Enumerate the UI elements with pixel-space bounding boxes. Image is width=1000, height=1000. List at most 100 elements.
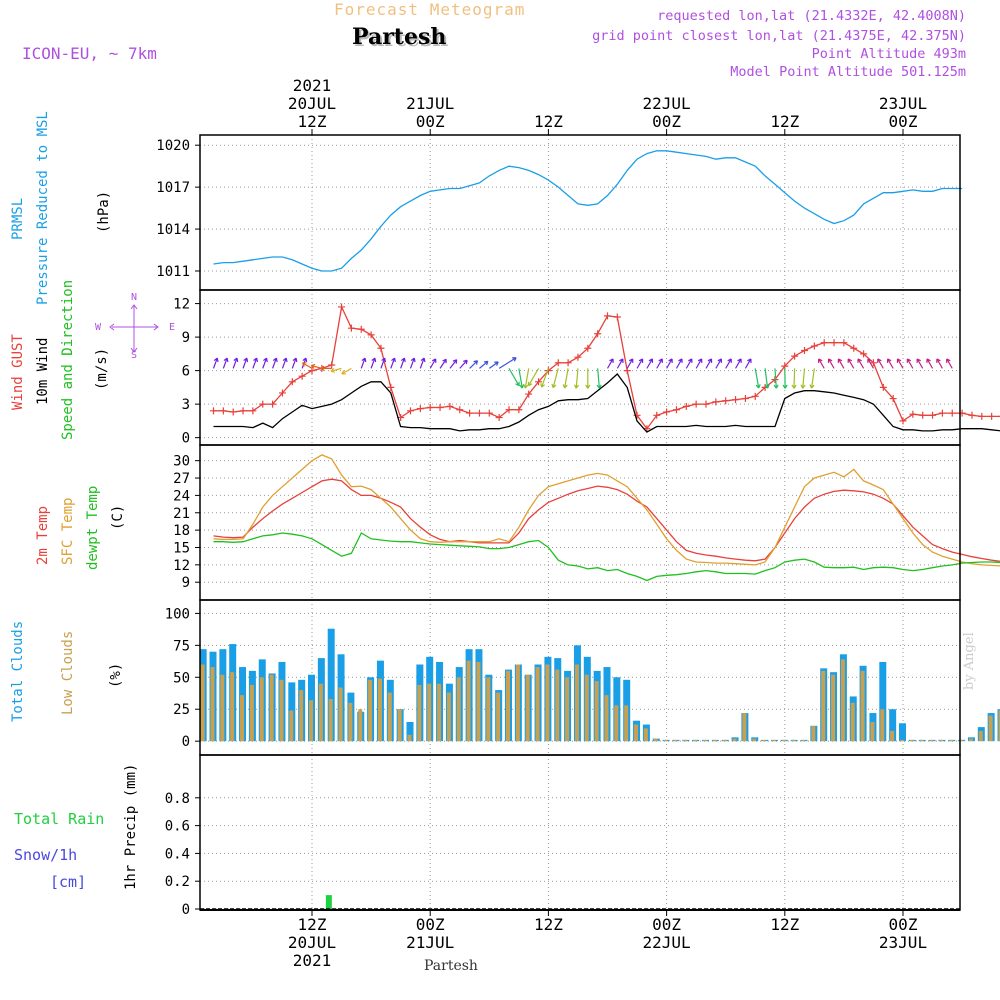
gust-marker <box>653 411 661 419</box>
wind-arrow <box>409 357 416 369</box>
low-cloud-bar <box>840 659 845 742</box>
low-cloud-bar <box>781 739 786 742</box>
wind-arrow <box>791 368 797 389</box>
total-cloud-bar <box>406 722 414 742</box>
low-cloud-bar <box>732 738 737 742</box>
dewpt-label: dewpt Temp <box>85 486 101 570</box>
x-axis-bottom-label: 12Z <box>298 915 327 934</box>
low-cloud-bar <box>870 722 875 742</box>
low-cloud-bar <box>496 692 501 742</box>
wind-arrow <box>685 358 693 369</box>
wind-arrow <box>596 368 602 389</box>
gust-marker <box>889 395 897 403</box>
gust-marker <box>298 372 306 380</box>
low-cloud-bar <box>476 661 481 742</box>
wind-arrow <box>380 357 387 369</box>
gust-marker <box>919 411 927 419</box>
gust-marker <box>338 303 346 311</box>
gust-marker <box>456 406 464 414</box>
wind-arrow <box>906 358 914 369</box>
low-cloud-bar <box>801 739 806 742</box>
wind-arrow <box>390 357 396 369</box>
gust-marker <box>269 400 277 408</box>
model-label: ICON-EU, ~ 7km <box>22 44 157 63</box>
wind-arrow <box>916 358 924 369</box>
gust-marker <box>515 406 523 414</box>
gust-marker <box>830 339 838 347</box>
wind-arrow <box>439 358 447 369</box>
x-axis-bottom-label: 00Z <box>416 915 445 934</box>
x-axis-bottom-label: 21JUL <box>406 933 454 952</box>
snow-legend: Snow/1h <box>14 846 77 864</box>
y-tick-label: 30 <box>173 454 190 470</box>
wind-arrow <box>573 368 580 389</box>
y-tick-label: 25 <box>173 702 190 718</box>
low-cloud-bar <box>929 739 934 742</box>
rain-legend: Total Rain <box>14 810 104 828</box>
gust-marker <box>968 411 976 419</box>
pressure-unit: (hPa) <box>96 191 112 233</box>
y-tick-label: 1014 <box>156 222 190 238</box>
low-cloud-bar <box>880 709 885 742</box>
y-tick-label: 9 <box>182 330 190 346</box>
low-cloud-bar <box>850 702 855 742</box>
gust-marker <box>879 383 887 391</box>
series-line <box>213 454 1000 567</box>
low-cloud-bar <box>673 739 678 742</box>
wind-arrow <box>715 358 723 369</box>
gust-marker <box>229 408 237 416</box>
pressure-label: PRMSL <box>10 198 26 240</box>
x-axis-top-label: 00Z <box>416 112 445 131</box>
compass-rose <box>109 304 159 353</box>
low-cloud-bar <box>259 677 264 742</box>
gust-marker <box>692 400 700 408</box>
model-point-altitude: Model Point Altitude 501.125m <box>730 64 966 80</box>
low-cloud-bar <box>417 684 422 742</box>
x-axis-bottom-label: 20JUL <box>288 933 336 952</box>
wind-arrow <box>540 368 549 388</box>
gust-marker <box>682 402 690 410</box>
y-tick-label: 100 <box>165 606 190 622</box>
low-cloud-bar <box>269 674 274 742</box>
gust-marker <box>663 408 671 416</box>
gust-marker <box>722 397 730 405</box>
gust-marker <box>554 359 562 367</box>
chart-title: Forecast Meteogram <box>334 0 526 19</box>
x-axis-top-label: 00Z <box>652 112 681 131</box>
gust-marker <box>948 409 956 417</box>
wind-arrow <box>272 357 278 369</box>
gust-marker <box>869 359 877 367</box>
low-cloud-bar <box>663 739 668 742</box>
gust-marker <box>446 402 454 410</box>
wind-arrow <box>242 357 249 369</box>
wind-arrow <box>616 358 624 369</box>
grid-point-coords: grid point closest lon,lat (21.4375E, 42… <box>592 28 966 44</box>
gust-marker <box>860 350 868 358</box>
low-cloud-bar <box>506 670 510 742</box>
low-cloud-bar <box>959 739 964 742</box>
gust-marker <box>328 361 336 369</box>
low-cloud-bar <box>939 739 944 742</box>
gust-marker <box>732 396 740 404</box>
y-tick-label: 0 <box>182 734 190 750</box>
location-title: Partesh <box>352 24 447 50</box>
x-axis-top-label: 12Z <box>298 112 327 131</box>
low-cloud-bar <box>653 738 658 742</box>
low-cloud-bar <box>968 738 973 742</box>
gust-marker <box>604 312 611 320</box>
wind-arrow <box>666 358 673 369</box>
wind-arrow <box>281 357 288 369</box>
temp2m-label: 2m Temp <box>35 506 51 565</box>
low-cloud-bar <box>515 664 520 742</box>
low-cloud-bar <box>466 660 471 742</box>
panel-frame <box>199 289 961 446</box>
wind-arrow <box>636 358 644 369</box>
wind-arrow <box>551 368 559 389</box>
wind-arrow <box>886 358 894 369</box>
gust-marker <box>505 406 513 414</box>
total-clouds-label: Total Clouds <box>10 621 26 722</box>
low-cloud-bar <box>752 738 757 742</box>
gust-marker <box>407 407 414 415</box>
low-cloud-bar <box>831 674 836 742</box>
x-axis-top-label: 2021 <box>293 76 332 95</box>
